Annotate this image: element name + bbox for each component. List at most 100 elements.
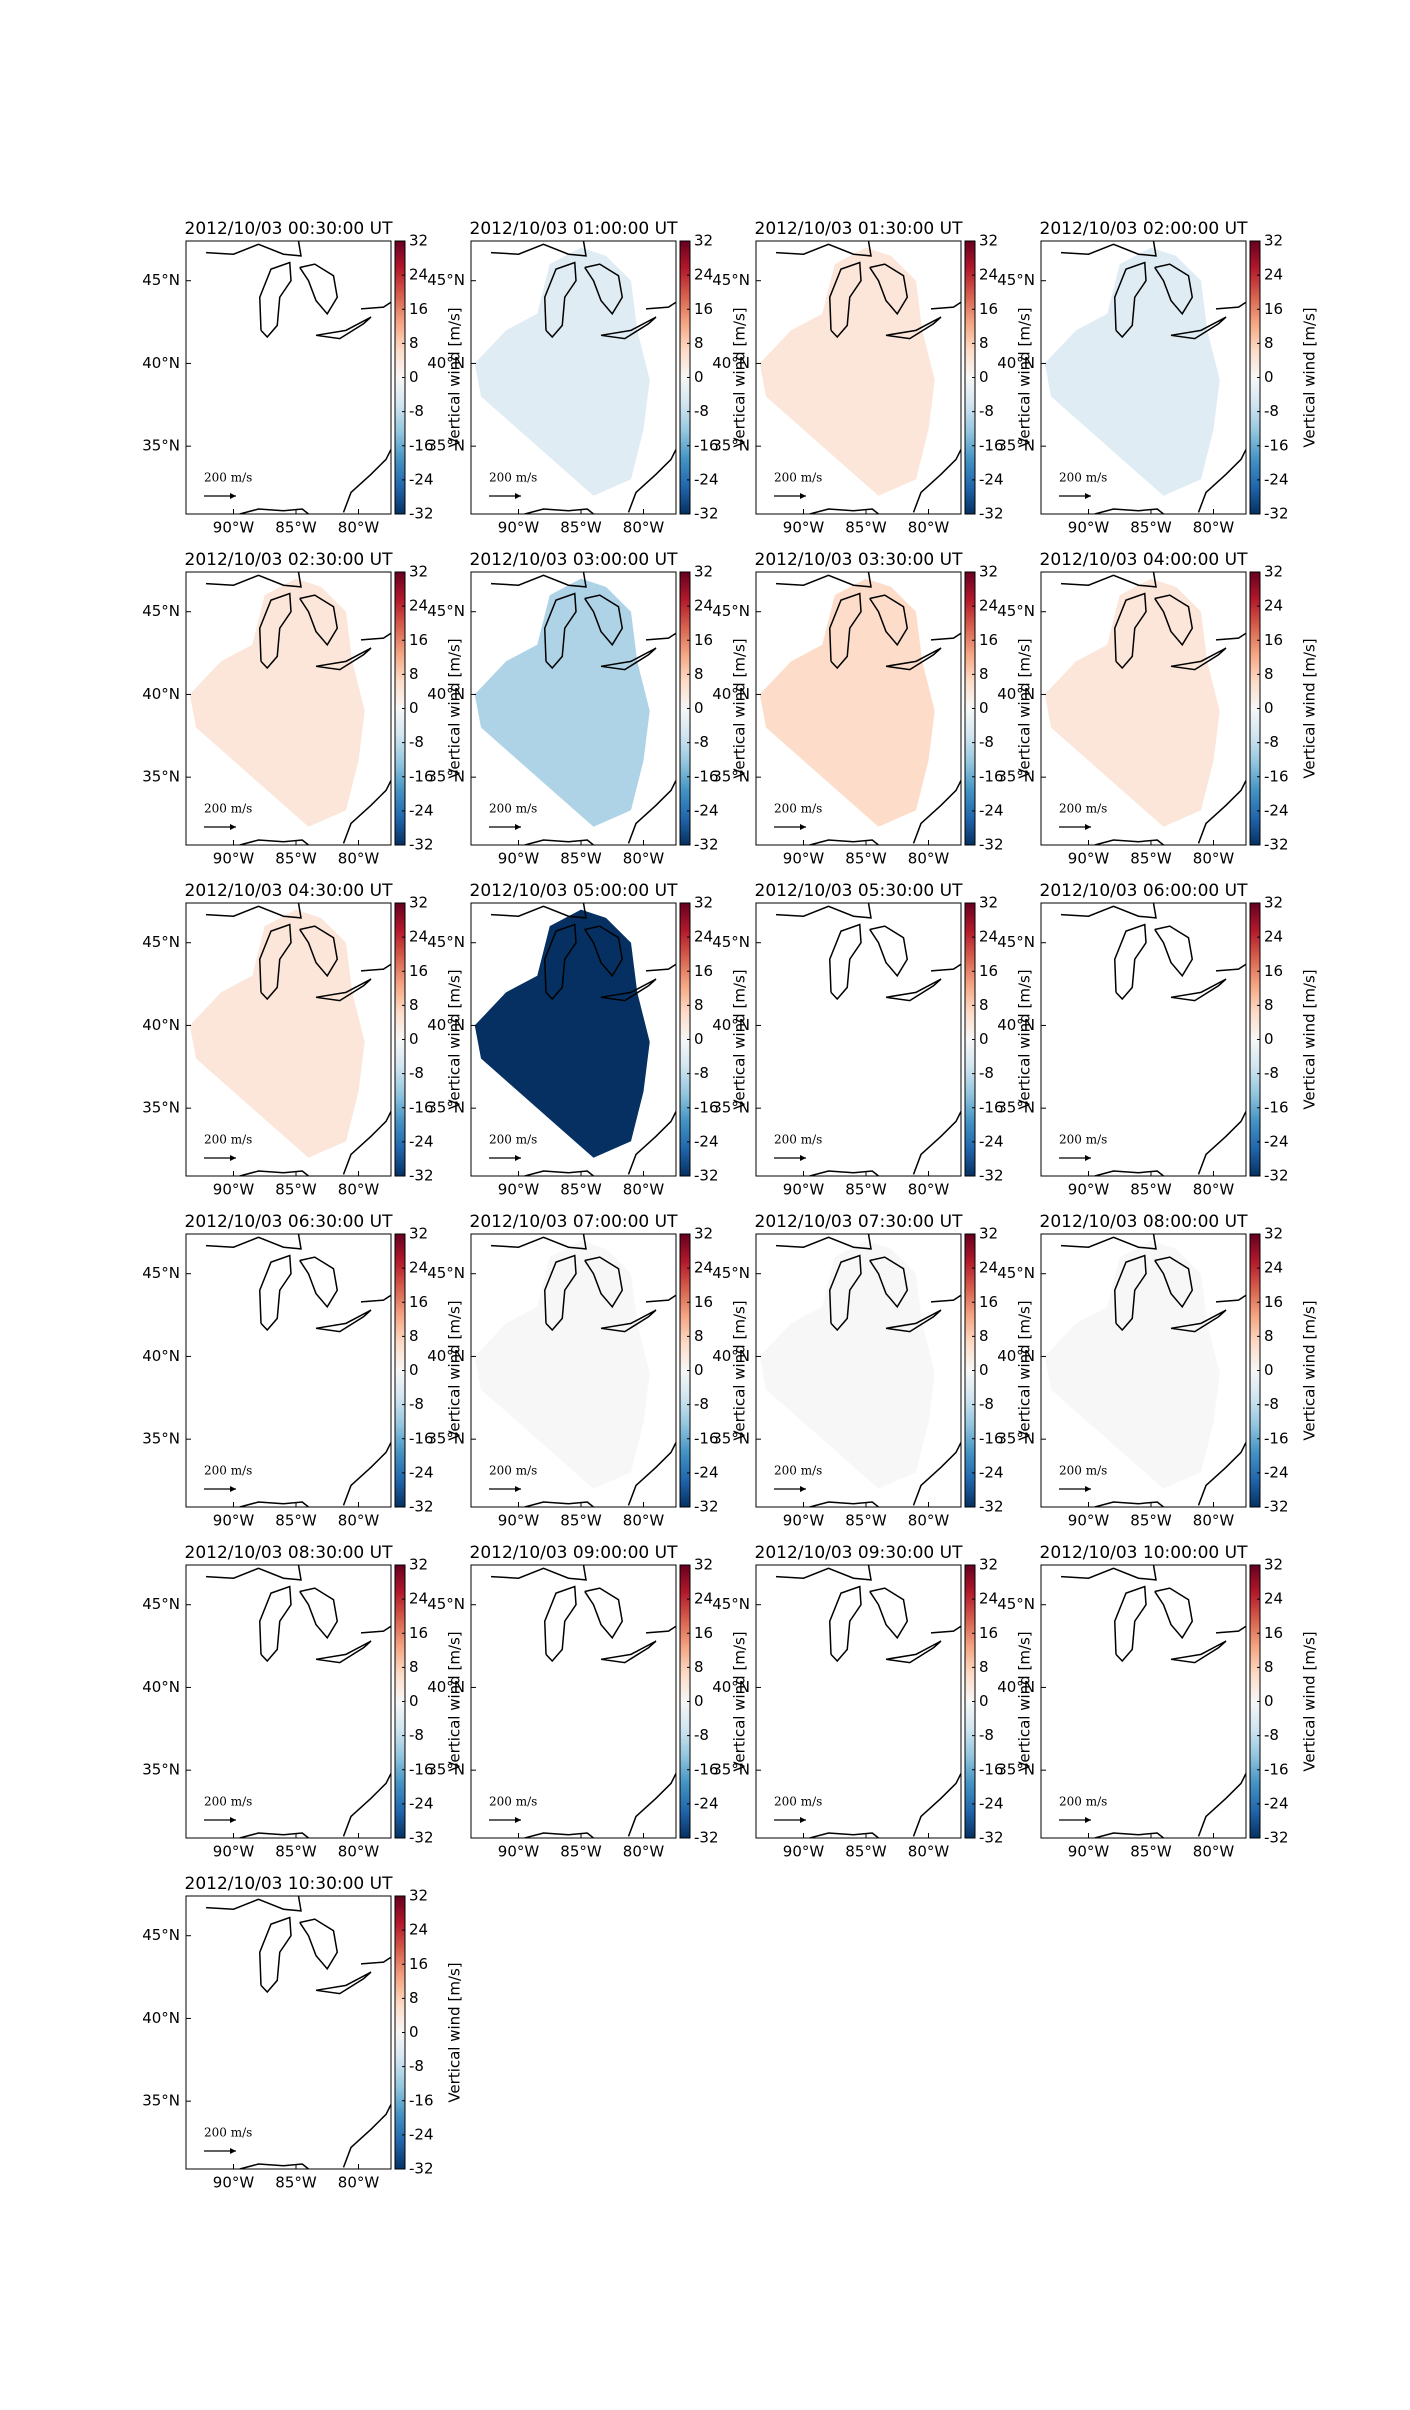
colorbar-tick-label: 24 [1264, 597, 1283, 615]
scale-arrowhead [1085, 1155, 1091, 1161]
x-tick-label: 85°W [845, 1843, 887, 1861]
colorbar-tick-label: 8 [694, 334, 704, 352]
scale-arrowhead [800, 824, 806, 830]
colorbar-tick-label: -8 [1264, 1395, 1279, 1413]
coastline [645, 1625, 676, 1634]
scale-label: 200 m/s [1059, 1133, 1107, 1147]
colorbar-tick-label: -16 [694, 1760, 719, 1778]
colorbar-tick-label: -24 [694, 801, 719, 819]
y-tick-label: 40°N [427, 354, 465, 372]
colorbar-tick-label: 16 [409, 300, 428, 318]
colorbar-tick-label: 32 [1264, 1556, 1283, 1574]
y-tick-label: 40°N [712, 1678, 750, 1696]
map-panel: 2012/10/03 02:30:00 UT 90°W 85°W 80°W 35°N 40… [142, 550, 463, 868]
colorbar-tick-label: -8 [979, 1064, 994, 1082]
colorbar-label: Vertical wind [m/s] [1016, 307, 1034, 447]
colorbar-tick-label: 16 [1264, 631, 1283, 649]
colorbar-tick-label: 16 [1264, 300, 1283, 318]
wind-region [759, 1240, 935, 1489]
colorbar-tick-label: -16 [979, 436, 1004, 454]
colorbar-tick-label: -16 [979, 767, 1004, 785]
colorbar-tick-label: 16 [409, 1293, 428, 1311]
coastline [360, 963, 391, 972]
scale-arrowhead [1085, 493, 1091, 499]
colorbar-tick-label: -16 [409, 2091, 434, 2109]
x-tick-label: 90°W [498, 1843, 540, 1861]
colorbar-tick-label: 8 [979, 1327, 989, 1345]
x-tick-label: 85°W [560, 1181, 602, 1199]
colorbar-tick-label: -16 [409, 436, 434, 454]
colorbar-label: Vertical wind [m/s] [731, 307, 749, 447]
colorbar-tick-label: 0 [694, 1030, 704, 1048]
coastline [912, 1773, 961, 1837]
y-tick-label: 45°N [712, 1264, 750, 1282]
colorbar-tick-label: 8 [409, 1658, 419, 1676]
coastline [869, 1587, 909, 1640]
coastline [645, 963, 676, 972]
axes-frame [755, 1233, 962, 1508]
axes-frame [1040, 571, 1247, 846]
coastline [930, 301, 961, 310]
panel-title: 2012/10/03 00:30:00 UT [185, 219, 394, 239]
coastline [627, 1442, 676, 1506]
axes-frame [470, 571, 677, 846]
map-content [1044, 1234, 1246, 1507]
panel-title: 2012/10/03 02:30:00 UT [185, 550, 394, 570]
y-tick-label: 35°N [427, 1761, 465, 1779]
colorbar-tick-label: 0 [694, 1361, 704, 1379]
coastline [645, 1294, 676, 1303]
panel-title: 2012/10/03 09:30:00 UT [755, 1543, 964, 1563]
coastline [645, 632, 676, 641]
colorbar-tick-label: 8 [409, 334, 419, 352]
coastline [912, 780, 961, 844]
x-tick-label: 80°W [623, 1843, 665, 1861]
coastline [342, 449, 391, 513]
wind-region [474, 909, 650, 1158]
map-content [775, 1565, 961, 1838]
map-panel: 2012/10/03 04:00:00 UT 90°W 85°W 80°W 35°N 40… [997, 550, 1318, 868]
x-tick-label: 85°W [560, 519, 602, 537]
colorbar-tick-label: 32 [409, 1556, 428, 1574]
colorbar-tick-label: -8 [694, 402, 709, 420]
colorbar-label: Vertical wind [m/s] [446, 638, 464, 778]
colorbar-tick-label: -8 [694, 1395, 709, 1413]
axes-frame [470, 240, 677, 515]
colorbar-tick-label: -16 [694, 1098, 719, 1116]
coastline [885, 1640, 942, 1664]
colorbar-tick-label: 24 [1264, 928, 1283, 946]
y-tick-label: 35°N [142, 768, 180, 786]
wind-region [474, 1240, 650, 1489]
scale-label: 200 m/s [204, 1464, 252, 1478]
scale-arrowhead [515, 493, 521, 499]
colorbar-tick-label: -24 [979, 1794, 1004, 1812]
map-panel: 2012/10/03 02:00:00 UT 90°W 85°W 80°W 35°N 40… [997, 219, 1318, 537]
coastline [809, 1832, 879, 1838]
coastline [1094, 1832, 1164, 1838]
y-tick-label: 45°N [427, 1595, 465, 1613]
scale-arrowhead [800, 1486, 806, 1492]
colorbar-tick-label: 0 [694, 368, 704, 386]
axes-frame [470, 902, 677, 1177]
coastline [1094, 1501, 1164, 1507]
y-tick-label: 40°N [427, 1347, 465, 1365]
colorbar-tick-label: -8 [979, 733, 994, 751]
coastline [1170, 647, 1227, 671]
coastline [809, 839, 879, 845]
colorbar-tick-label: 24 [694, 1259, 713, 1277]
colorbar-tick-label: -24 [1264, 1794, 1289, 1812]
colorbar-tick-label: -16 [409, 767, 434, 785]
colorbar-tick-label: 24 [979, 597, 998, 615]
colorbar-tick-label: 32 [1264, 563, 1283, 581]
scale-label: 200 m/s [1059, 1464, 1107, 1478]
coastline [828, 1254, 862, 1332]
y-tick-label: 45°N [712, 933, 750, 951]
colorbar-tick-label: 16 [694, 631, 713, 649]
x-tick-label: 90°W [783, 1843, 825, 1861]
axes-background [186, 241, 391, 514]
coastline [1170, 978, 1227, 1002]
colorbar-tick-label: -32 [694, 1498, 719, 1516]
coastline [1215, 1294, 1246, 1303]
coastline [360, 301, 391, 310]
coastline [912, 449, 961, 513]
coastline [360, 1956, 391, 1965]
